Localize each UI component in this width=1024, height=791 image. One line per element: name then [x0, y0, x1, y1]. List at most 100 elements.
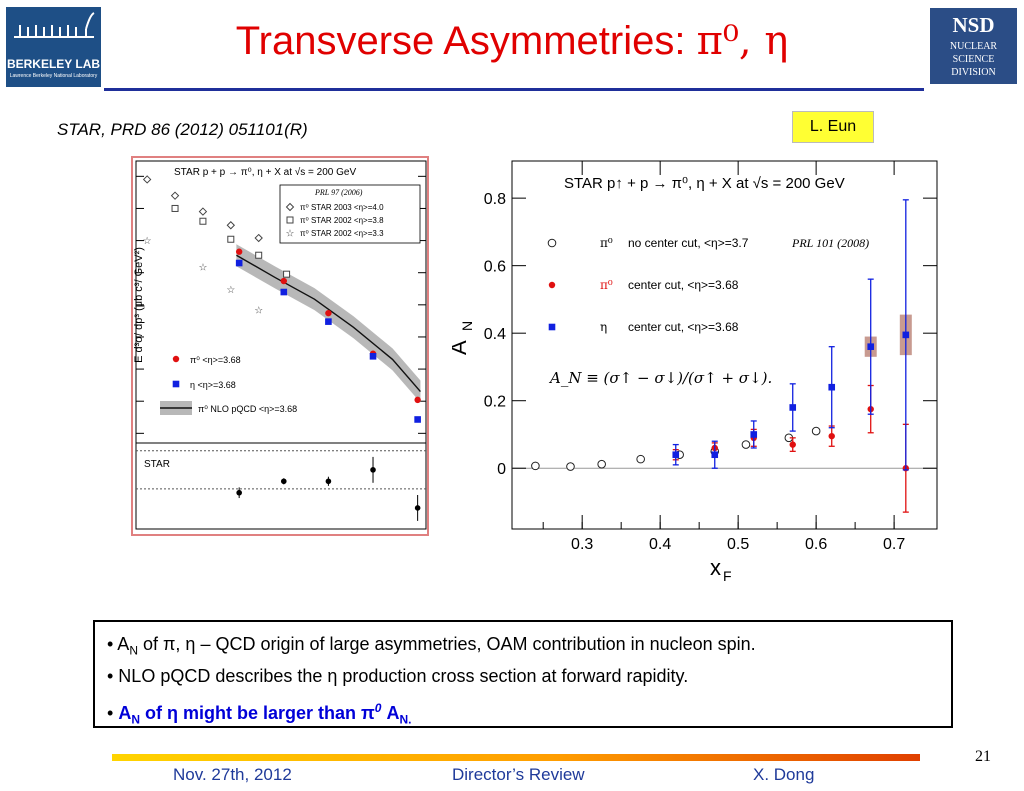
- point-square-open: [255, 251, 263, 259]
- legend-text: center cut, <η>=3.68: [628, 320, 739, 334]
- data-point-square-blue: [867, 343, 875, 350]
- x-axis-label: x: [710, 555, 721, 580]
- left-chart-border: [131, 156, 429, 536]
- ratio-point: [414, 505, 421, 511]
- x-tick-label: 0.3: [571, 536, 593, 553]
- point-square-open: [283, 270, 291, 278]
- prl97-legend-box: [279, 184, 421, 244]
- slide-title: Transverse Asymmetries: π⁰, η: [0, 18, 1024, 64]
- logo-subtitle: Lawrence Berkeley National Laboratory: [9, 73, 98, 79]
- point-circle-red: [325, 309, 332, 317]
- nsd-logo-line2: SCIENCE: [952, 54, 995, 65]
- prl97-legend-marker: ☆: [286, 229, 295, 240]
- ratio-point: [325, 478, 332, 485]
- bullet-3: • AN of η might be larger than π0 AN.: [107, 701, 412, 727]
- point-diamond: [198, 207, 208, 216]
- y-tick-label: 0: [497, 461, 506, 478]
- author-label: L. Eun: [792, 111, 874, 143]
- data-point-square-blue: [789, 404, 797, 411]
- point-circle-red: [235, 248, 243, 255]
- nsd-logo-line1: NUCLEAR: [949, 41, 998, 52]
- point-circle-red: [414, 396, 421, 404]
- point-diamond: [170, 191, 180, 200]
- data-point-circle-open: [531, 461, 540, 471]
- point-square-blue: [414, 416, 421, 423]
- prl97-legend-entry: π⁰ STAR 2002 <η>=3.3: [300, 229, 384, 238]
- x-tick-label: 0.7: [883, 536, 905, 553]
- data-point-square-blue: [828, 383, 836, 391]
- main-legend: π⁰ <η>=3.68 η <η>=3.68 π⁰ NLO pQCD <η>=3.6…: [160, 355, 297, 415]
- prl97-legend-entry: π⁰ STAR 2002 <η>=3.8: [300, 216, 384, 225]
- point-star: ☆: [226, 285, 235, 296]
- prl97-legend: PRL 97 (2006) π⁰ STAR 2003 <η>=4.0 π⁰ STAR…: [279, 184, 421, 244]
- y-tick-label: 0.4: [484, 326, 506, 343]
- right-chart-title: STAR p↑ + p → π⁰, η + X at √s = 200 GeV: [564, 175, 845, 192]
- nsd-logo: NSD NUCLEAR SCIENCE DIVISION: [930, 8, 1017, 84]
- data-point-circle-open: [811, 426, 821, 436]
- berkeley-lab-logo: BERKELEY LAB Lawrence Berkeley National …: [6, 7, 101, 87]
- ratio-point: [236, 489, 242, 496]
- data-point-circle-open: [597, 459, 606, 469]
- title-symbols: π⁰, η: [696, 18, 789, 64]
- legend-entry-pi0: π⁰ <η>=3.68: [190, 355, 241, 365]
- ratio-point: [370, 467, 376, 473]
- nsd-logo-name: NSD: [952, 13, 995, 37]
- data-point-square-blue: [902, 331, 910, 339]
- legend-marker-pi0: [172, 355, 180, 363]
- legend-reference: PRL 101 (2008): [791, 236, 869, 250]
- point-star: ☆: [254, 305, 263, 316]
- legend-marker-eta: [172, 380, 180, 388]
- left-chart-title: STAR p + p → π⁰, η + X at √s = 200 GeV: [174, 166, 356, 178]
- y-tick-label: 0.8: [484, 191, 506, 208]
- legend-symbol: η: [600, 320, 607, 334]
- legend-marker: [548, 281, 556, 289]
- data-point-square-blue: [711, 451, 719, 459]
- footer-event: Director’s Review: [452, 765, 585, 784]
- data-point-circle-open: [741, 440, 751, 449]
- legend-marker: [547, 238, 557, 248]
- x-tick-label: 0.6: [805, 536, 827, 553]
- point-square-blue: [369, 352, 377, 360]
- point-circle-red: [280, 277, 287, 285]
- point-square-blue: [235, 259, 243, 267]
- data-point-circle-red: [789, 441, 796, 448]
- point-star: ☆: [198, 263, 207, 274]
- ratio-panel-frame: [135, 442, 427, 530]
- title-underline: [104, 88, 924, 91]
- point-diamond: [254, 233, 263, 243]
- footer-bar: [112, 754, 920, 761]
- data-point-square-blue: [672, 451, 680, 459]
- footer-date: Nov. 27th, 2012: [173, 765, 292, 784]
- summary-box: • AN of π, η – QCD origin of large asymm…: [93, 620, 953, 728]
- y-tick-label: 0.2: [484, 394, 506, 411]
- cross-section-chart: E d³σ/ dp³ (μb c³/ GeV²) STAR p + p → π⁰,…: [130, 155, 430, 537]
- point-square-open: [199, 217, 207, 225]
- nsd-logo-line3: DIVISION: [951, 67, 996, 78]
- legend-text: no center cut, <η>=3.7: [628, 236, 749, 250]
- bullet-1: • AN of π, η – QCD origin of large asymm…: [107, 634, 756, 658]
- citation: STAR, PRD 86 (2012) 051101(R): [57, 120, 308, 139]
- data-point-circle-open: [566, 462, 575, 471]
- ratio-point: [280, 478, 287, 485]
- data-point-circle-red: [828, 432, 835, 440]
- y-axis-label: A: [452, 340, 471, 355]
- point-square-blue: [325, 318, 332, 325]
- point-star: ☆: [143, 236, 152, 247]
- berkeley-lab-logo-graphic: [14, 12, 95, 38]
- page-number: 21: [975, 748, 991, 765]
- legend-symbol: π⁰: [600, 278, 613, 292]
- ratio-panel-label: STAR: [144, 459, 170, 470]
- point-square-open: [227, 235, 235, 243]
- point-diamond: [226, 221, 236, 230]
- y-axis-label-sub: N: [459, 321, 475, 331]
- asymmetry-legend: π⁰ no center cut, <η>=3.7 PRL 101 (2008) π⁰…: [547, 236, 869, 334]
- data-point-square-blue: [750, 431, 758, 438]
- point-square-blue: [280, 288, 288, 296]
- logo-name: BERKELEY LAB: [6, 57, 101, 71]
- prl97-legend-entry: π⁰ STAR 2003 <η>=4.0: [300, 203, 384, 212]
- legend-entry-eta: η <η>=3.68: [190, 380, 236, 390]
- prl97-legend-marker: [285, 202, 295, 212]
- point-diamond: [142, 175, 152, 184]
- x-axis-label-sub: F: [723, 568, 732, 584]
- legend-symbol: π⁰: [600, 236, 613, 250]
